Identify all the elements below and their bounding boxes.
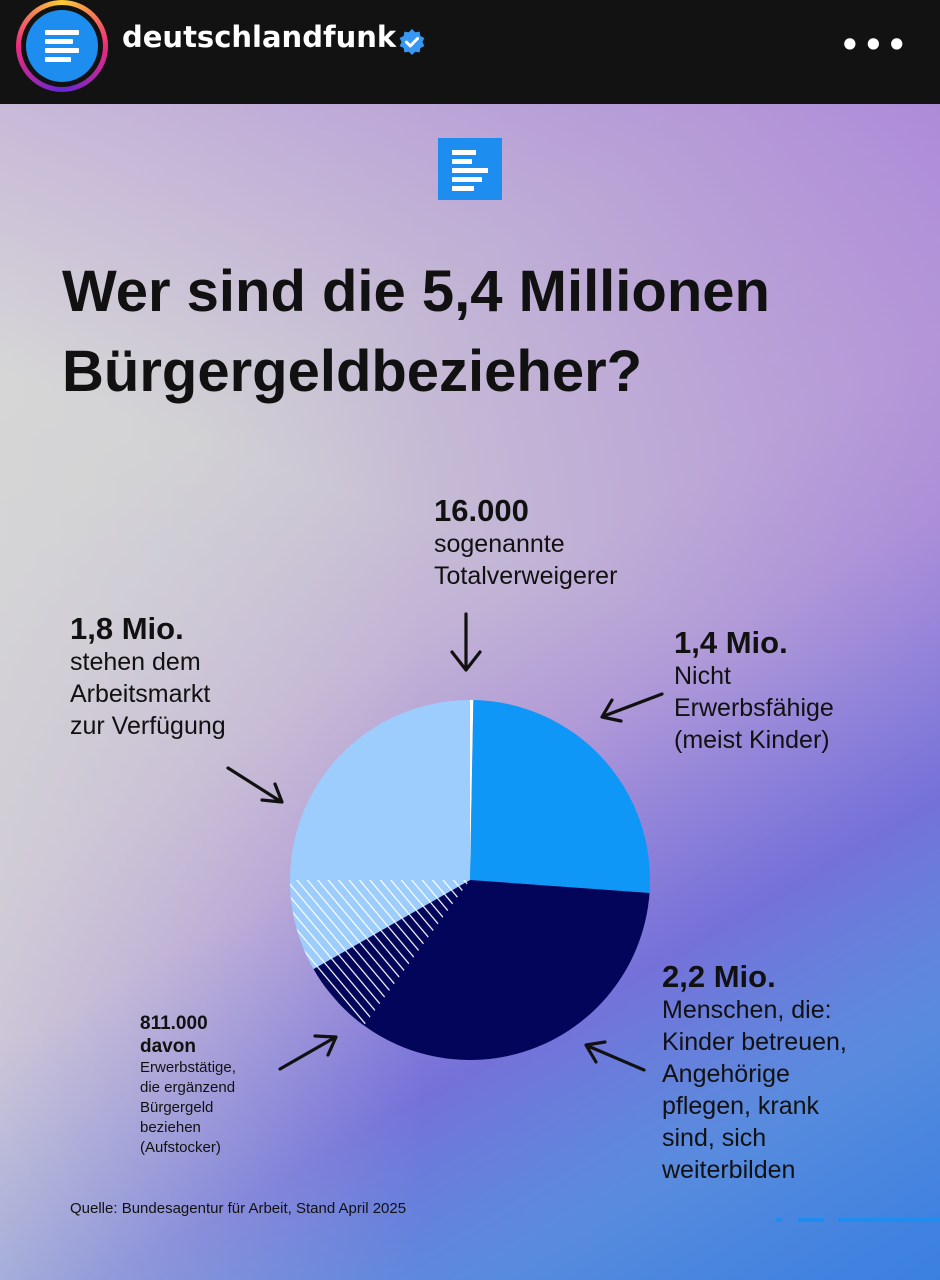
label-totalverweigerer: 16.000 sogenannte Totalverweigerer — [434, 494, 617, 592]
arrow-nicht-erwerbsfaehige — [600, 692, 664, 723]
slice-aufstocker-light-part — [290, 879, 470, 970]
arrow-totalverweigerer — [450, 612, 482, 672]
label-aufstocker-davon: davon — [140, 1036, 196, 1057]
label-arbeitsmarkt-text: stehen dem Arbeitsmarkt zur Verfügung — [70, 648, 226, 740]
label-aufstocker-text: Erwerbstätige, die ergänzend Bürgergeld … — [140, 1059, 236, 1156]
dlf-logo-icon — [438, 138, 502, 200]
source-note: Quelle: Bundesagentur für Arbeit, Stand … — [70, 1200, 407, 1217]
pie-chart — [226, 612, 664, 1072]
label-nicht-erwerbsfaehige: 1,4 Mio. Nicht Erwerbsfähige (meist Kind… — [674, 626, 834, 756]
post-header: deutschlandfunk ••• — [0, 0, 940, 104]
label-menschen-die-value: 2,2 Mio. — [662, 959, 776, 994]
arrow-menschen-die — [584, 1040, 646, 1072]
label-menschen-die: 2,2 Mio. Menschen, die: Kinder betreuen,… — [662, 960, 847, 1186]
label-totalverweigerer-text: sogenannte Totalverweigerer — [434, 530, 618, 590]
carousel-indicator[interactable] — [776, 1218, 782, 1222]
slice-nicht-erwerbsfaehige — [470, 700, 650, 893]
chart-title: Wer sind die 5,4 Millionen Bürgergeldbez… — [62, 259, 770, 404]
story-ring[interactable] — [16, 0, 108, 92]
label-aufstocker-value: 811.000 — [140, 1013, 208, 1034]
arrow-arbeitsmarkt — [226, 766, 284, 804]
arrow-aufstocker — [278, 1034, 338, 1071]
label-aufstocker: 811.000 davon Erwerbstätige, die ergänze… — [140, 1012, 236, 1158]
more-options-button[interactable]: ••• — [839, 26, 910, 64]
slice-aufstocker-dark-part — [313, 880, 470, 1026]
label-totalverweigerer-value: 16.000 — [434, 493, 529, 528]
account-username[interactable]: deutschlandfunk — [122, 20, 397, 54]
verified-badge-icon — [399, 29, 425, 55]
slice-totalverweigerer — [470, 700, 474, 880]
label-nicht-erwerbsfaehige-text: Nicht Erwerbsfähige (meist Kinder) — [674, 662, 834, 754]
post-image: Wer sind die 5,4 Millionen Bürgergeldbez… — [0, 104, 940, 1280]
avatar-frame — [21, 5, 103, 87]
label-menschen-die-text: Menschen, die: Kinder betreuen, Angehöri… — [662, 996, 847, 1184]
label-arbeitsmarkt: 1,8 Mio. stehen dem Arbeitsmarkt zur Ver… — [70, 612, 226, 742]
avatar[interactable] — [26, 10, 98, 82]
carousel-indicator[interactable] — [798, 1218, 824, 1222]
label-nicht-erwerbsfaehige-value: 1,4 Mio. — [674, 625, 788, 660]
label-arbeitsmarkt-value: 1,8 Mio. — [70, 611, 184, 646]
carousel-indicator-active[interactable] — [838, 1218, 940, 1222]
